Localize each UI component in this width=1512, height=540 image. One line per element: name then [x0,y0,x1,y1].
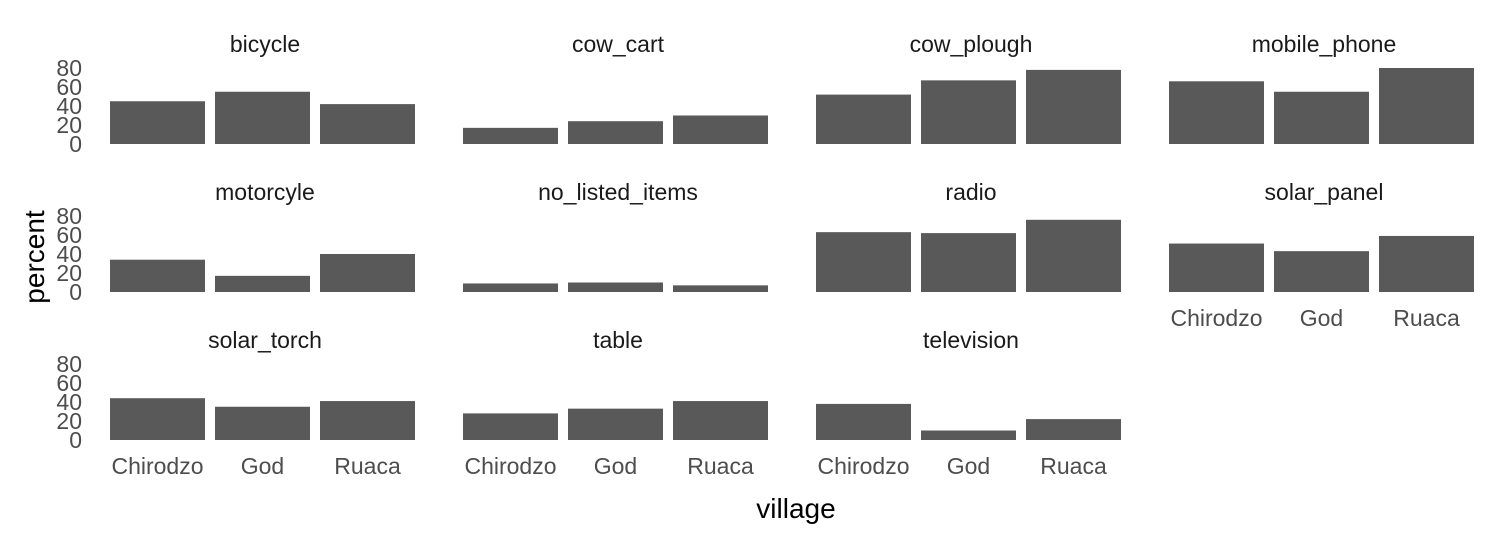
x-tick-label: Ruaca [1393,305,1460,331]
x-tick-label: God [1300,305,1343,331]
x-tick-label: God [594,453,637,479]
x-tick-label: Chirodzo [1170,305,1262,331]
x-tick-label: Chirodzo [464,453,556,479]
panel-radio: radio [816,179,1121,292]
y-tick-label: 20 [56,408,82,434]
y-tick-label: 40 [56,389,82,415]
strip-label: solar_panel [1265,179,1384,205]
bar-cow_plough-Ruaca [1026,69,1121,144]
panel-cow_plough: cow_plough [816,31,1121,144]
strip-label: motorcyle [215,179,315,205]
bar-solar_torch-Chirodzo [110,398,205,440]
y-tick-label: 20 [56,260,82,286]
strip-label: mobile_phone [1252,31,1397,57]
bar-motorcyle-Ruaca [320,254,415,292]
y-tick-label: 80 [56,203,82,229]
panel-mobile_phone: mobile_phone [1169,31,1474,144]
strip-label: solar_torch [208,327,322,353]
x-tick-label: Chirodzo [817,453,909,479]
panel-cow_cart: cow_cart [463,31,768,144]
bar-cow_plough-God [921,80,1016,144]
strip-label: radio [945,179,996,205]
strip-label: cow_cart [572,31,665,57]
panel-no_listed_items: no_listed_items [463,179,768,292]
bar-table-God [568,408,663,440]
bar-table-Ruaca [673,401,768,440]
bar-solar_panel-Ruaca [1379,235,1474,292]
bar-mobile_phone-Chirodzo [1169,81,1264,144]
y-tick-label: 40 [56,93,82,119]
x-axis-title: village [756,493,835,524]
y-axis-title: percent [19,210,50,304]
bar-mobile_phone-God [1274,91,1369,144]
bar-motorcyle-God [215,275,310,292]
y-tick-label: 0 [69,427,82,453]
x-tick-label: God [947,453,990,479]
bar-cow_cart-Ruaca [673,115,768,144]
bar-radio-Ruaca [1026,219,1121,292]
bar-television-Ruaca [1026,419,1121,440]
strip-label: table [593,327,643,353]
y-tick-label: 60 [56,370,82,396]
bar-table-Chirodzo [463,413,558,440]
y-tick-label: 0 [69,279,82,305]
x-tick-label: Ruaca [334,453,401,479]
y-tick-label: 0 [69,131,82,157]
bar-solar_panel-God [1274,251,1369,292]
bar-television-God [921,430,1016,440]
panel-television: television Chirodzo God Ruaca [816,327,1121,479]
y-tick-label: 60 [56,222,82,248]
strip-label: bicycle [230,31,300,57]
strip-label: no_listed_items [538,179,698,205]
bar-mobile_phone-Ruaca [1379,68,1474,144]
bar-cow_cart-God [568,121,663,144]
bar-solar_panel-Chirodzo [1169,243,1264,292]
bar-solar_torch-Ruaca [320,401,415,440]
bar-no_listed_items-Chirodzo [463,283,558,292]
bar-cow_plough-Chirodzo [816,94,911,144]
x-tick-label: Ruaca [687,453,754,479]
y-tick-label: 80 [56,351,82,377]
bar-solar_torch-God [215,406,310,440]
y-tick-label: 60 [56,74,82,100]
strip-label: cow_plough [910,31,1033,57]
bar-radio-Chirodzo [816,232,911,292]
bar-no_listed_items-Ruaca [673,285,768,292]
bar-bicycle-Chirodzo [110,101,205,144]
x-tick-label: Ruaca [1040,453,1107,479]
bar-motorcyle-Chirodzo [110,259,205,292]
bar-radio-God [921,233,1016,292]
y-tick-label: 80 [56,55,82,81]
bar-cow_cart-Chirodzo [463,127,558,144]
bar-television-Chirodzo [816,403,911,440]
x-tick-label: God [241,453,284,479]
y-tick-label: 20 [56,112,82,138]
bar-bicycle-Ruaca [320,104,415,144]
x-tick-label: Chirodzo [111,453,203,479]
bar-bicycle-God [215,91,310,144]
panel-solar_panel: solar_panel Chirodzo God Ruaca [1169,179,1474,331]
strip-label: television [923,327,1019,353]
y-tick-label: 40 [56,241,82,267]
panel-table: table Chirodzo God Ruaca [463,327,768,479]
bar-no_listed_items-God [568,282,663,292]
